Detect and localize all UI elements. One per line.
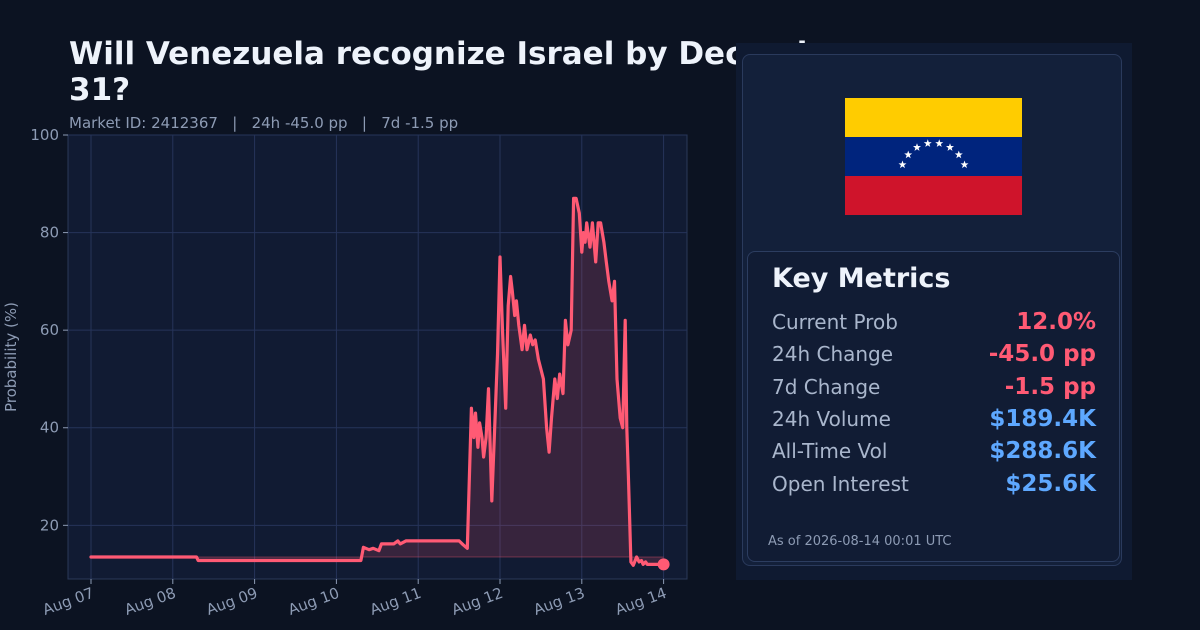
metric-row: 24h Volume $189.4K	[772, 406, 1096, 438]
star-icon	[954, 150, 963, 159]
star-icon	[923, 139, 932, 147]
y-tick-label: 100	[30, 126, 59, 144]
star-icon	[960, 160, 969, 169]
metric-row: 7d Change -1.5 pp	[772, 374, 1096, 406]
metric-label: 24h Volume	[772, 406, 891, 431]
star-icon	[898, 160, 907, 169]
x-tick-label: Aug 10	[286, 584, 342, 619]
y-tick-label: 60	[40, 321, 59, 339]
metric-value: -45.0 pp	[988, 341, 1096, 368]
metric-value: $288.6K	[989, 438, 1096, 465]
y-tick-label: 20	[40, 516, 59, 534]
metric-value: -1.5 pp	[1004, 373, 1096, 400]
x-tick-label: Aug 07	[40, 584, 96, 619]
probability-chart: 20 40 60 80 100 Aug 07 Aug 08 Aug 09 Aug 10 Aug 1…	[2, 126, 688, 619]
venezuela-flag-icon	[845, 98, 1022, 215]
page-title: Will Venezuela recognize Israel by Decem…	[69, 36, 856, 108]
x-tick-label: Aug 08	[122, 584, 178, 619]
series-line	[89, 196, 666, 567]
star-icon	[935, 139, 944, 147]
metric-row: 24h Change -45.0 pp	[772, 341, 1096, 373]
metric-label: 24h Change	[772, 342, 894, 367]
key-metrics-title: Key Metrics	[772, 263, 951, 294]
metric-label: 7d Change	[772, 374, 881, 399]
y-tick-label: 40	[40, 419, 59, 437]
x-tick-label: Aug 11	[367, 584, 423, 619]
metric-value: $189.4K	[989, 405, 1096, 432]
metric-label: Open Interest	[772, 471, 909, 496]
metric-label: All-Time Vol	[772, 439, 888, 464]
as-of-timestamp: As of 2026-08-14 00:01 UTC	[768, 534, 952, 549]
y-axis-label: Probability (%)	[2, 302, 20, 412]
x-tick-label: Aug 14	[613, 584, 669, 619]
metric-value: 12.0%	[1016, 309, 1096, 335]
metric-row: All-Time Vol $288.6K	[772, 438, 1096, 470]
area-fill	[91, 198, 664, 566]
key-metrics-card	[747, 251, 1120, 562]
x-tick-label: Aug 09	[204, 584, 260, 619]
metric-row: Current Prob 12.0%	[772, 309, 1096, 341]
metric-label: Current Prob	[772, 310, 898, 334]
star-icon	[904, 150, 913, 159]
y-tick-label: 80	[40, 224, 59, 242]
star-icon	[946, 143, 954, 151]
x-tick-label: Aug 12	[449, 584, 505, 619]
market-subtitle: Market ID: 2412367 | 24h -45.0 pp | 7d -…	[69, 114, 459, 132]
plot-area	[67, 134, 688, 580]
metric-row: Open Interest $25.6K	[772, 471, 1096, 503]
star-icon	[913, 143, 921, 151]
last-value-marker	[657, 558, 670, 571]
metric-value: $25.6K	[1005, 470, 1096, 497]
x-tick-label: Aug 13	[531, 584, 587, 619]
